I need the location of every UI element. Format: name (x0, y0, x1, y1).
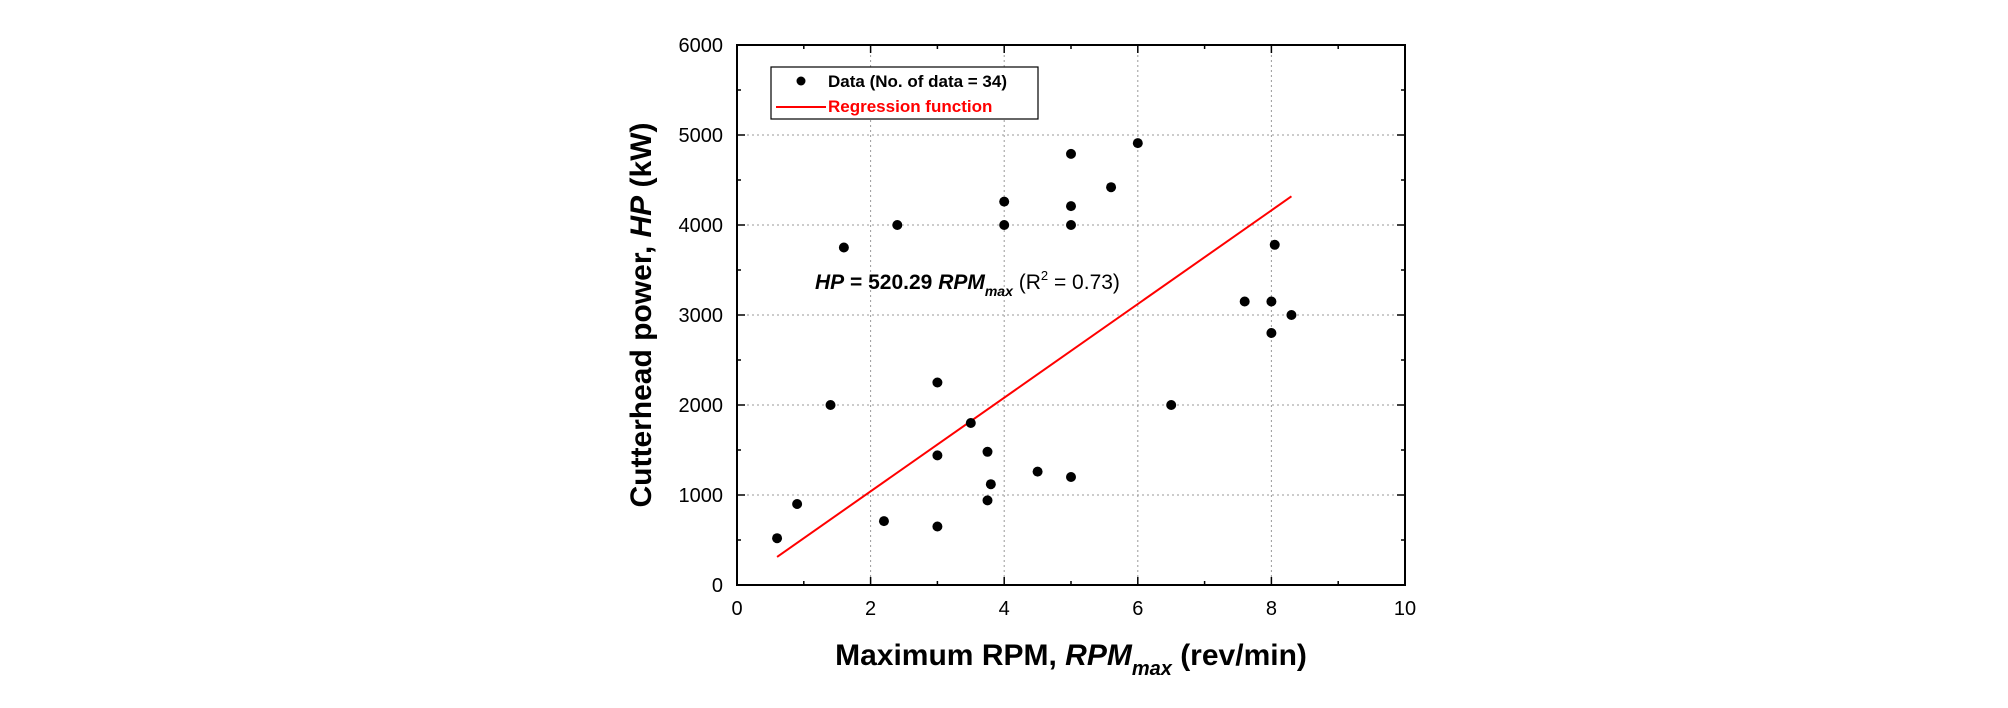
data-point (965, 418, 976, 428)
data-point (825, 400, 836, 410)
data-point (1066, 220, 1076, 230)
axis-tick-labels: 0 2 4 6 8 10 0 1000 2000 3000 4000 5000 6000 (679, 35, 1417, 620)
data-point (1286, 310, 1297, 320)
x-axis-title-main: Maximum RPM, (835, 639, 1065, 672)
data-point (1266, 296, 1277, 307)
equation-r2-sup: 2 (1041, 268, 1048, 283)
data-point (982, 495, 993, 506)
x-tick-label: 10 (1394, 598, 1416, 620)
x-tick-label: 4 (999, 598, 1010, 620)
data-point (999, 220, 1010, 230)
x-tick-label: 6 (1132, 598, 1143, 620)
data-point (932, 450, 943, 461)
y-tick-label: 3000 (679, 305, 724, 327)
regression-line (776, 195, 1293, 558)
y-tick-label: 4000 (679, 215, 724, 237)
y-axis-title-main: Cutterhead power, (625, 237, 658, 507)
regression-equation: HP = 520.29 RPMmax (R2 = 0.73) (815, 268, 1120, 299)
data-point (838, 242, 849, 253)
grid-lines (737, 45, 1405, 585)
data-point (1166, 400, 1177, 410)
data-point (1032, 466, 1043, 477)
x-tick-label: 8 (1266, 598, 1277, 620)
legend-box (770, 66, 1039, 120)
data-point (999, 196, 1010, 207)
x-axis-title-sub: max (1132, 658, 1173, 680)
axis-ticks (736, 44, 1406, 586)
data-point (1239, 296, 1250, 307)
y-axis-title: Cutterhead power, HP (kW) (625, 122, 658, 507)
x-axis-title-var: RPM (1065, 639, 1133, 672)
equation-r2-open: (R (1013, 271, 1041, 294)
y-tick-label: 2000 (679, 395, 724, 417)
data-point (878, 516, 889, 527)
data-point (892, 220, 903, 230)
equation-r2-close: = 0.73) (1048, 271, 1120, 294)
regression-layer (776, 195, 1293, 558)
data-points (772, 138, 1297, 544)
data-point (985, 479, 996, 490)
x-tick-label: 0 (731, 598, 742, 620)
x-axis-title-unit: (rev/min) (1172, 639, 1307, 672)
y-axis-title-var: HP (625, 195, 658, 238)
data-point (1266, 328, 1277, 338)
data-point (1269, 239, 1280, 250)
data-point (772, 533, 783, 544)
legend-label-regression: Regression function (828, 97, 992, 116)
equation-coef: = 520.29 (844, 271, 938, 294)
y-tick-label: 0 (712, 575, 723, 597)
legend-label-data: Data (No. of data = 34) (828, 72, 1007, 91)
data-point (1066, 472, 1076, 482)
y-tick-label: 5000 (679, 125, 724, 147)
y-tick-label: 6000 (679, 35, 724, 57)
data-point (932, 521, 943, 532)
x-tick-label: 2 (865, 598, 876, 620)
x-axis-title: Maximum RPM, RPMmax (rev/min) (835, 639, 1307, 680)
data-point (932, 377, 943, 388)
y-axis-title-unit: (kW) (625, 122, 658, 195)
data-point (792, 499, 803, 509)
data-point (982, 446, 993, 457)
y-tick-label: 1000 (679, 485, 724, 507)
data-point (1066, 201, 1076, 212)
equation-hp: HP (815, 271, 845, 294)
data-point (1132, 138, 1143, 149)
legend-marker-data (796, 76, 806, 86)
equation-rpm: RPM (938, 271, 985, 294)
data-point (1066, 148, 1076, 159)
equation-sub: max (985, 283, 1014, 299)
data-point (1106, 182, 1117, 193)
legend: Data (No. of data = 34) Regression funct… (770, 66, 1039, 120)
